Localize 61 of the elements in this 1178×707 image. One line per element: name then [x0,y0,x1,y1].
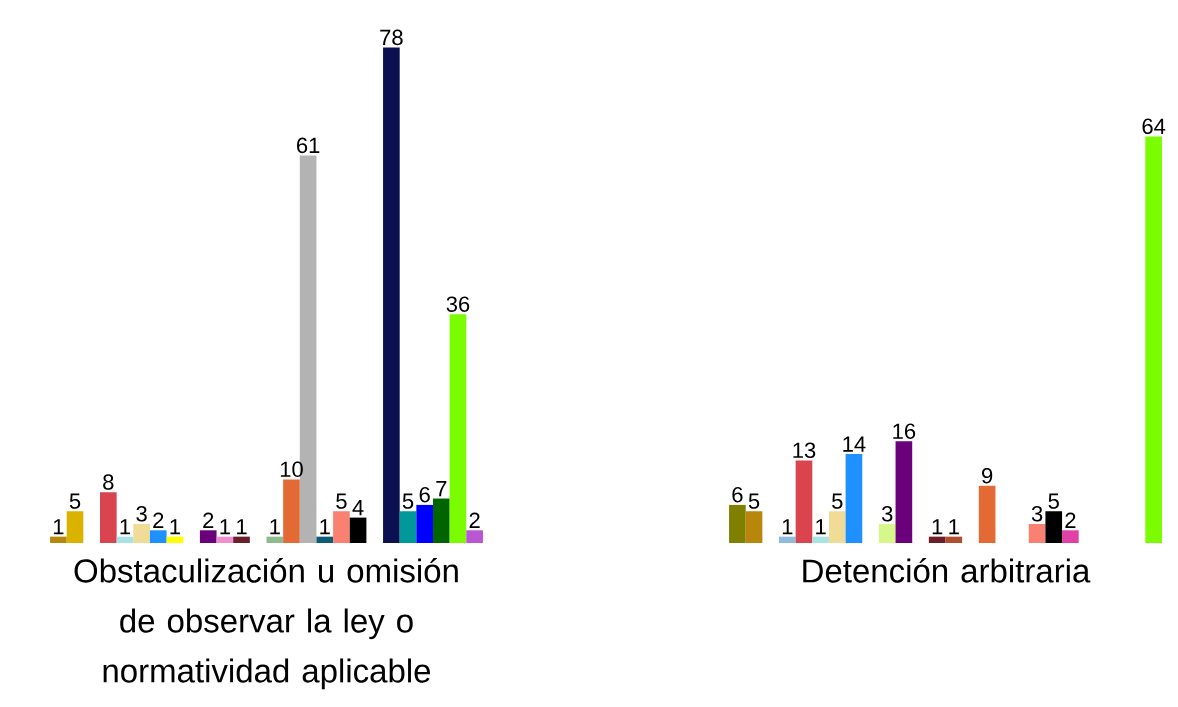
data-label: 5 [832,493,843,509]
data-label: 10 [280,461,303,478]
data-label: 5 [69,493,81,509]
bar [729,504,746,543]
bar [216,536,234,543]
data-label: 2 [1065,512,1076,528]
data-label: 1 [220,519,230,535]
data-label: 6 [732,486,743,503]
x-tick-label: Detención arbitraria [803,558,1091,583]
data-label: 6 [419,486,430,503]
bar [878,523,896,543]
data-label: 1 [270,519,280,535]
bar [283,479,300,543]
data-label: 5 [1048,493,1059,509]
bar [1062,530,1079,543]
data-label: 5 [748,493,760,509]
data-label: 2 [469,512,480,528]
bar [449,314,467,543]
data-label: 36 [446,296,470,312]
data-label: 1 [237,519,247,535]
data-label: 2 [203,512,214,528]
data-label: 1 [53,519,64,535]
bar [945,536,963,543]
bar [928,536,946,543]
bar [266,536,284,543]
data-label: 3 [136,506,147,522]
bar [1045,511,1063,543]
data-label: 1 [320,519,330,535]
bar [399,511,417,543]
data-label: 64 [1142,118,1166,135]
data-label: 13 [793,442,816,459]
data-label: 7 [436,481,447,497]
bar [433,498,450,543]
x-tick-label: Obstaculización u omisión de observar la ley o normatividad aplicable [74,558,458,690]
data-label: 14 [843,436,866,452]
data-label: 61 [297,137,320,154]
data-label: 1 [120,519,131,535]
data-label: 3 [881,506,893,522]
data-label: 1 [932,519,943,535]
data-label: 1 [170,519,180,535]
data-label: 1 [949,519,959,535]
bar [316,536,334,543]
data-label: 1 [782,519,793,535]
bar [779,536,796,543]
bar [383,47,400,543]
data-label: 78 [380,29,403,46]
bar [466,530,483,543]
bar [233,536,250,543]
data-label: 4 [352,500,364,516]
data-label: 5 [336,493,347,509]
data-label: 3 [1031,506,1043,522]
data-label: 1 [816,519,826,535]
data-label: 8 [103,474,114,490]
data-label: 2 [153,512,164,528]
data-label: 5 [402,493,414,509]
bar [416,504,433,543]
data-label: 16 [893,423,916,439]
data-label: 9 [982,467,993,484]
bar [66,511,84,543]
bar [333,511,350,543]
bar [166,536,184,543]
